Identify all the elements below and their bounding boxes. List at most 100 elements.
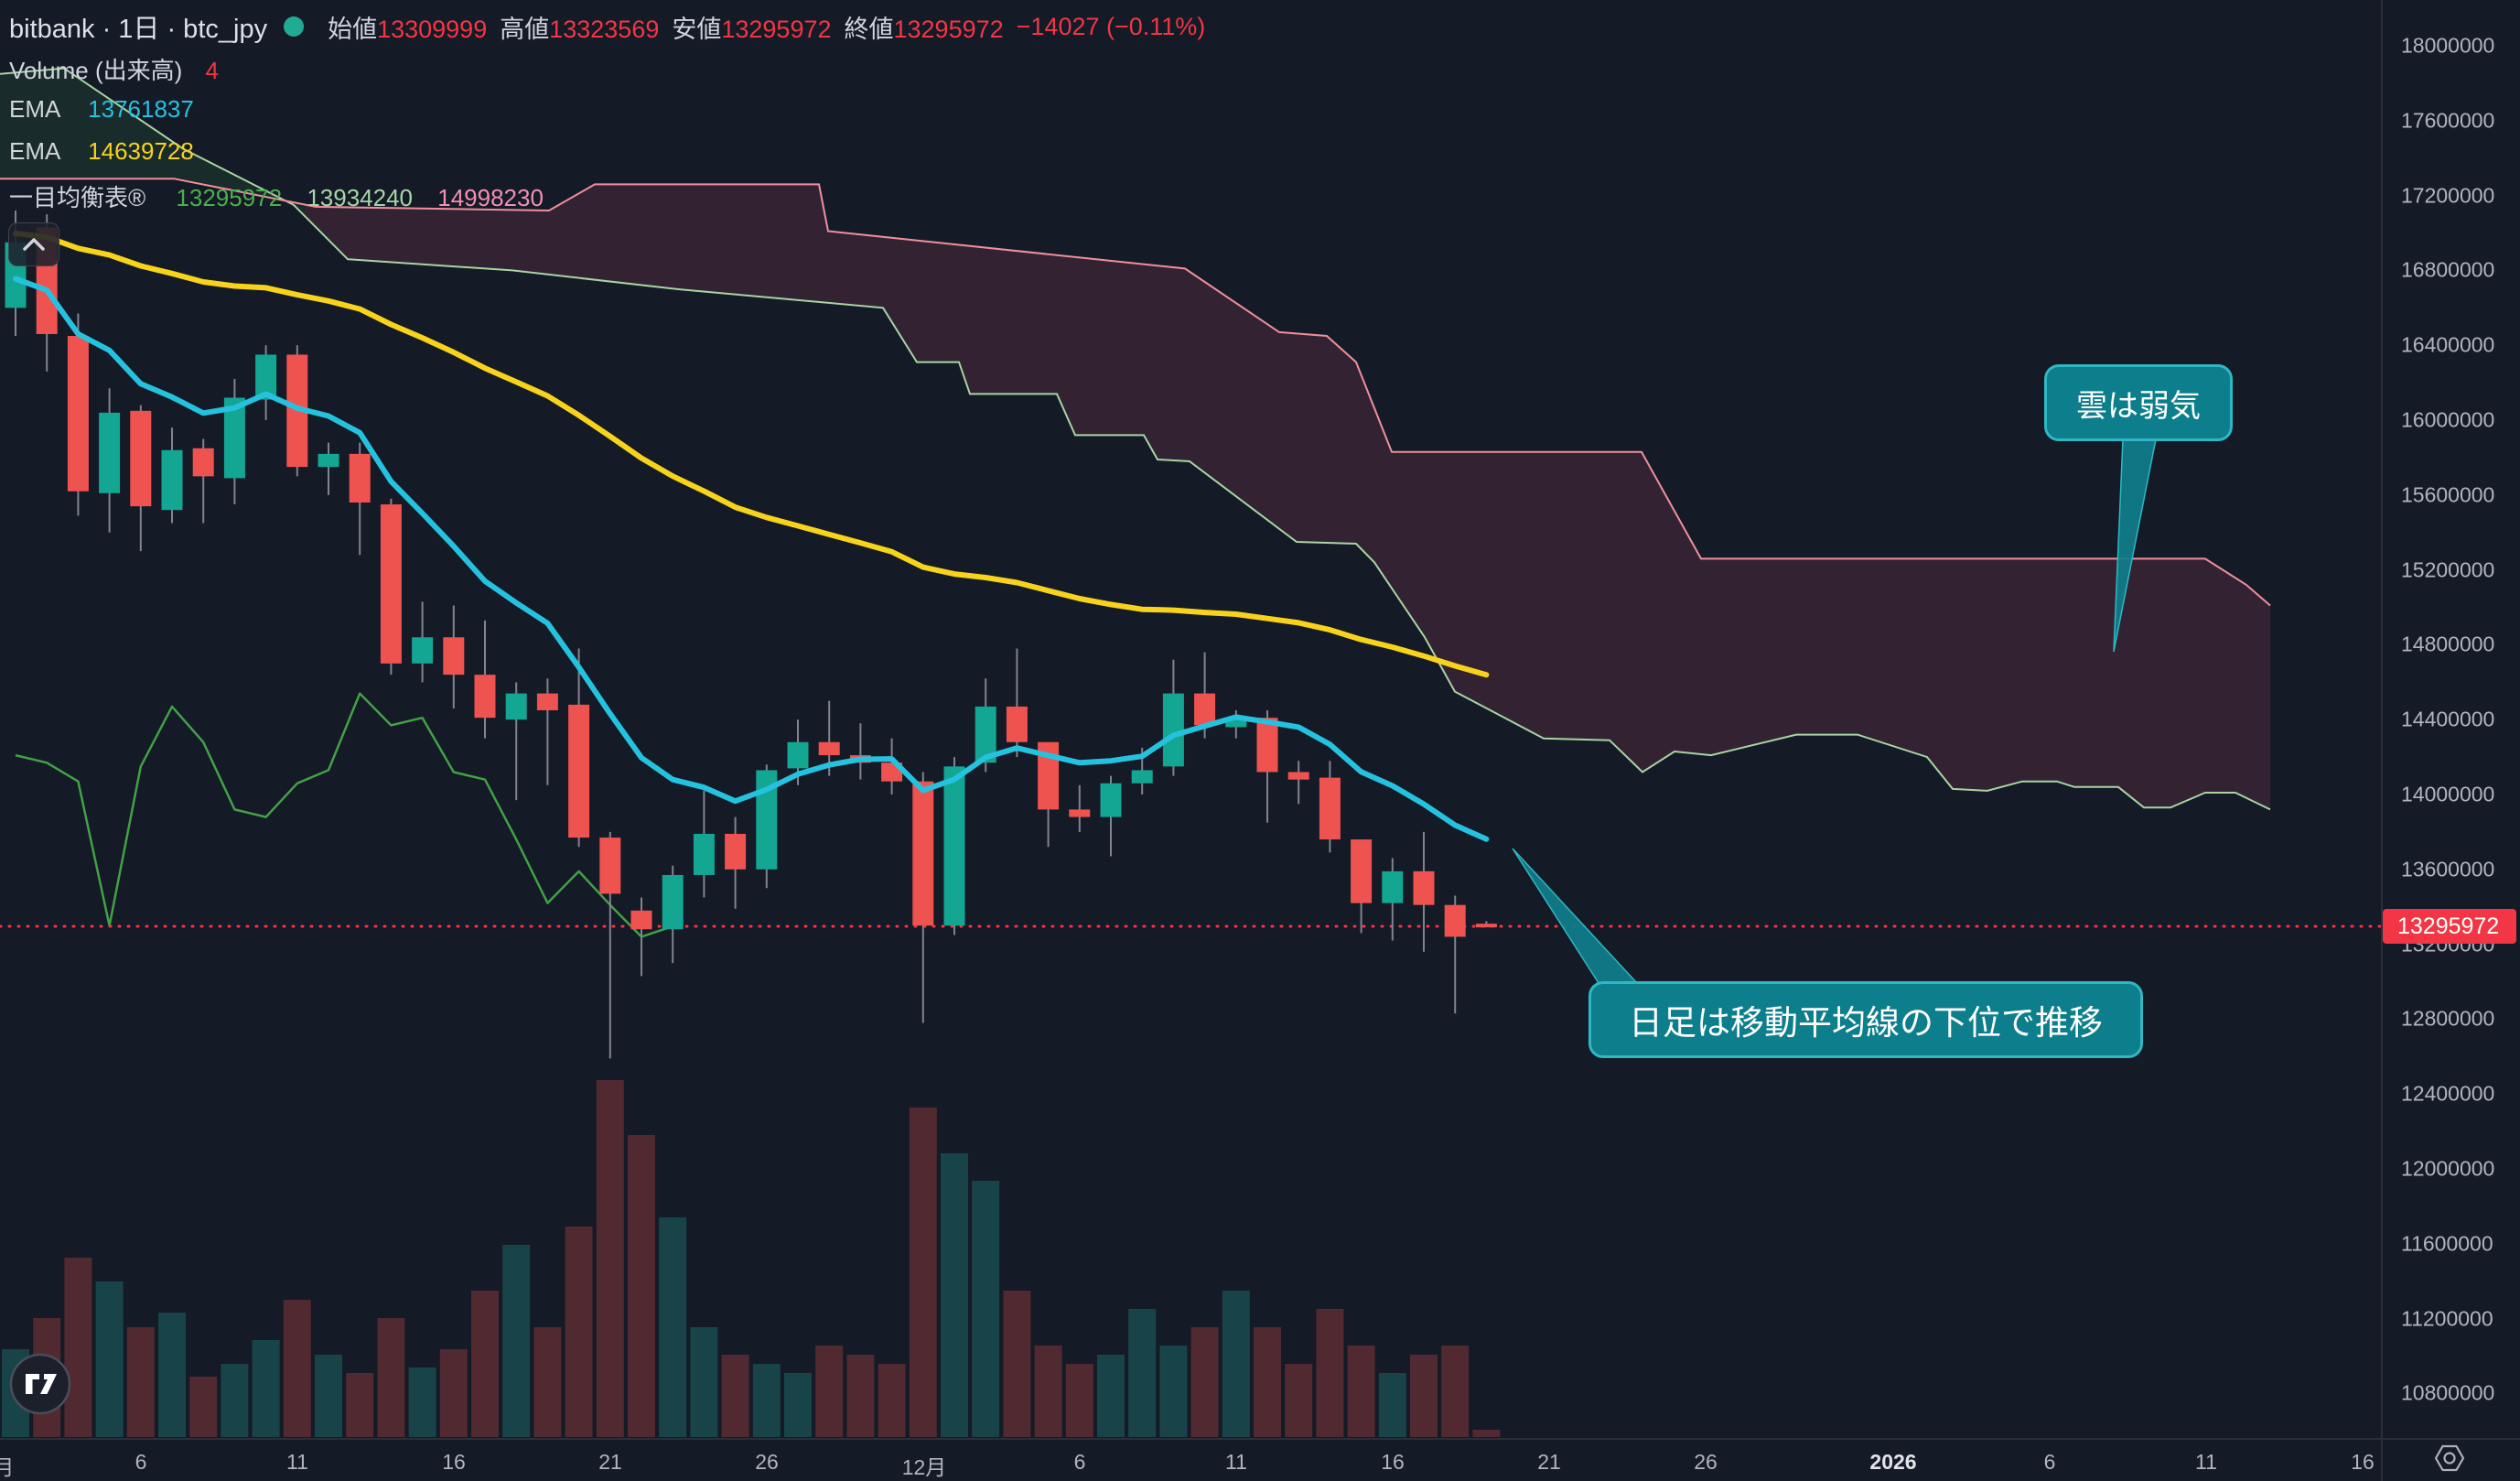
candle-body bbox=[975, 706, 996, 763]
volume-bar bbox=[1441, 1346, 1470, 1437]
volume-bar bbox=[784, 1373, 812, 1437]
volume-bar bbox=[283, 1300, 311, 1437]
candle-body bbox=[599, 838, 621, 894]
volume-bar bbox=[721, 1355, 749, 1437]
volume-value: 4 bbox=[205, 57, 219, 84]
candle-body bbox=[1382, 870, 1404, 903]
volume-bar bbox=[1285, 1364, 1313, 1437]
annotation-pointer bbox=[1512, 848, 1639, 984]
volume-bar bbox=[941, 1153, 968, 1437]
volume-bar bbox=[1254, 1327, 1281, 1437]
symbol-legend[interactable]: bitbank · 1日 · btc_jpy 始値13309999 高値1332… bbox=[9, 7, 1205, 46]
time-tick-label: 6 bbox=[2043, 1450, 2056, 1474]
volume-bar bbox=[471, 1291, 499, 1437]
ichimoku-chikou-value: 13295972 bbox=[176, 184, 283, 211]
ichimoku-legend[interactable]: 一目均衡表® 13295972 13934240 14998230 bbox=[9, 179, 544, 213]
time-tick-label: 月 bbox=[0, 1455, 15, 1479]
volume-bar bbox=[1128, 1309, 1157, 1437]
current-price-tag: 13295972 bbox=[2383, 909, 2516, 944]
volume-bar bbox=[659, 1217, 687, 1437]
volume-bar bbox=[1097, 1355, 1125, 1437]
ema-slow-value: 14639728 bbox=[88, 137, 194, 165]
ema-fast-label: EMA bbox=[9, 95, 59, 123]
candle-body bbox=[67, 336, 89, 492]
change-value: −14027 (−0.11%) bbox=[1016, 12, 1206, 40]
time-tick-label: 21 bbox=[1537, 1450, 1561, 1474]
price-tick-label: 18000000 bbox=[2401, 33, 2495, 58]
axis-settings-icon[interactable] bbox=[2434, 1444, 2465, 1472]
candle-body bbox=[412, 637, 434, 664]
time-tick-label: 11 bbox=[2195, 1450, 2217, 1474]
ichimoku-cloud-bullish bbox=[0, 68, 305, 216]
volume-bar bbox=[1065, 1364, 1093, 1437]
volume-bar bbox=[252, 1340, 280, 1437]
price-tick-label: 12800000 bbox=[2401, 1006, 2495, 1031]
volume-bar bbox=[690, 1327, 718, 1437]
candle-body bbox=[223, 397, 245, 479]
candle-body bbox=[349, 453, 371, 503]
price-axis[interactable]: 18000000 17600000 17200000 16800000 16400000… bbox=[2381, 0, 2520, 1438]
volume-bar bbox=[439, 1349, 468, 1437]
candle-body bbox=[380, 504, 402, 664]
candle-body bbox=[1256, 718, 1278, 773]
volume-bar bbox=[346, 1373, 374, 1437]
tradingview-logo-icon[interactable] bbox=[9, 1353, 71, 1415]
legend-collapse-chip[interactable] bbox=[8, 222, 59, 266]
axis-settings-icon-dot bbox=[2443, 1452, 2456, 1465]
price-tick-label: 15200000 bbox=[2401, 557, 2495, 582]
ema-fast-legend[interactable]: EMA 13761837 bbox=[9, 95, 194, 124]
volume-bar bbox=[878, 1364, 906, 1437]
close-value: 13295972 bbox=[893, 15, 1004, 43]
candle-body bbox=[787, 741, 809, 769]
annotation-below-ma[interactable]: 日足は移動平均線の下位で推移 bbox=[1588, 981, 2143, 1058]
volume-bar bbox=[596, 1080, 624, 1437]
volume-bar bbox=[126, 1327, 155, 1437]
close-label: 終値 bbox=[844, 15, 894, 43]
price-tick-label: 10800000 bbox=[2401, 1380, 2495, 1405]
candle-body bbox=[536, 693, 558, 711]
price-tick-label: 11200000 bbox=[2401, 1306, 2493, 1331]
price-tick-label: 17600000 bbox=[2401, 108, 2495, 133]
candle-body bbox=[912, 781, 934, 926]
market-status-icon bbox=[284, 16, 305, 37]
candle-body bbox=[1287, 772, 1309, 780]
volume-bar bbox=[158, 1313, 186, 1437]
time-tick-label: 21 bbox=[598, 1450, 622, 1474]
ichimoku-senkou-b-value: 14998230 bbox=[437, 184, 544, 211]
price-tick-label: 12400000 bbox=[2401, 1081, 2495, 1106]
time-tick-label: 2026 bbox=[1869, 1450, 1917, 1474]
chikou-span-line bbox=[15, 692, 673, 938]
ema-slow-legend[interactable]: EMA 14639728 bbox=[9, 137, 194, 166]
volume-legend[interactable]: Volume (出来高) 4 bbox=[9, 52, 219, 86]
ichimoku-cloud-bearish bbox=[305, 184, 2270, 810]
volume-bar bbox=[1472, 1430, 1501, 1437]
volume-bar bbox=[846, 1355, 875, 1437]
volume-bar bbox=[972, 1181, 1000, 1437]
volume-bar bbox=[377, 1318, 405, 1437]
candle-body bbox=[1413, 870, 1435, 905]
volume-bar bbox=[315, 1355, 342, 1437]
candle-body bbox=[443, 637, 465, 676]
volume-bar bbox=[752, 1364, 781, 1437]
price-tick-label: 14800000 bbox=[2401, 632, 2495, 656]
volume-bar bbox=[565, 1227, 593, 1437]
candle-body bbox=[255, 354, 277, 400]
low-label: 安値 bbox=[672, 15, 722, 43]
volume-bar bbox=[815, 1346, 844, 1437]
ema-fast-value: 13761837 bbox=[88, 95, 194, 123]
symbol-title[interactable]: bitbank · 1日 · btc_jpy bbox=[9, 15, 268, 44]
candle-body bbox=[1225, 718, 1247, 728]
time-axis-border bbox=[0, 1438, 2520, 1440]
candle-body bbox=[1006, 706, 1028, 742]
annotation-cloud-bearish[interactable]: 雲は弱気 bbox=[2044, 364, 2233, 441]
volume-label: Volume (出来高) bbox=[9, 57, 183, 84]
volume-bar bbox=[408, 1367, 436, 1437]
time-axis[interactable]: 月 6 11 16 21 26 12月 6 11 16 21 26 2026 6 11 16 bbox=[0, 1438, 2520, 1481]
volume-bar bbox=[533, 1327, 562, 1437]
volume-bar bbox=[1003, 1291, 1031, 1437]
time-tick-label: 26 bbox=[1694, 1450, 1718, 1474]
volume-bar bbox=[1316, 1309, 1344, 1437]
candle-body bbox=[725, 833, 747, 870]
volume-bar bbox=[909, 1108, 937, 1437]
